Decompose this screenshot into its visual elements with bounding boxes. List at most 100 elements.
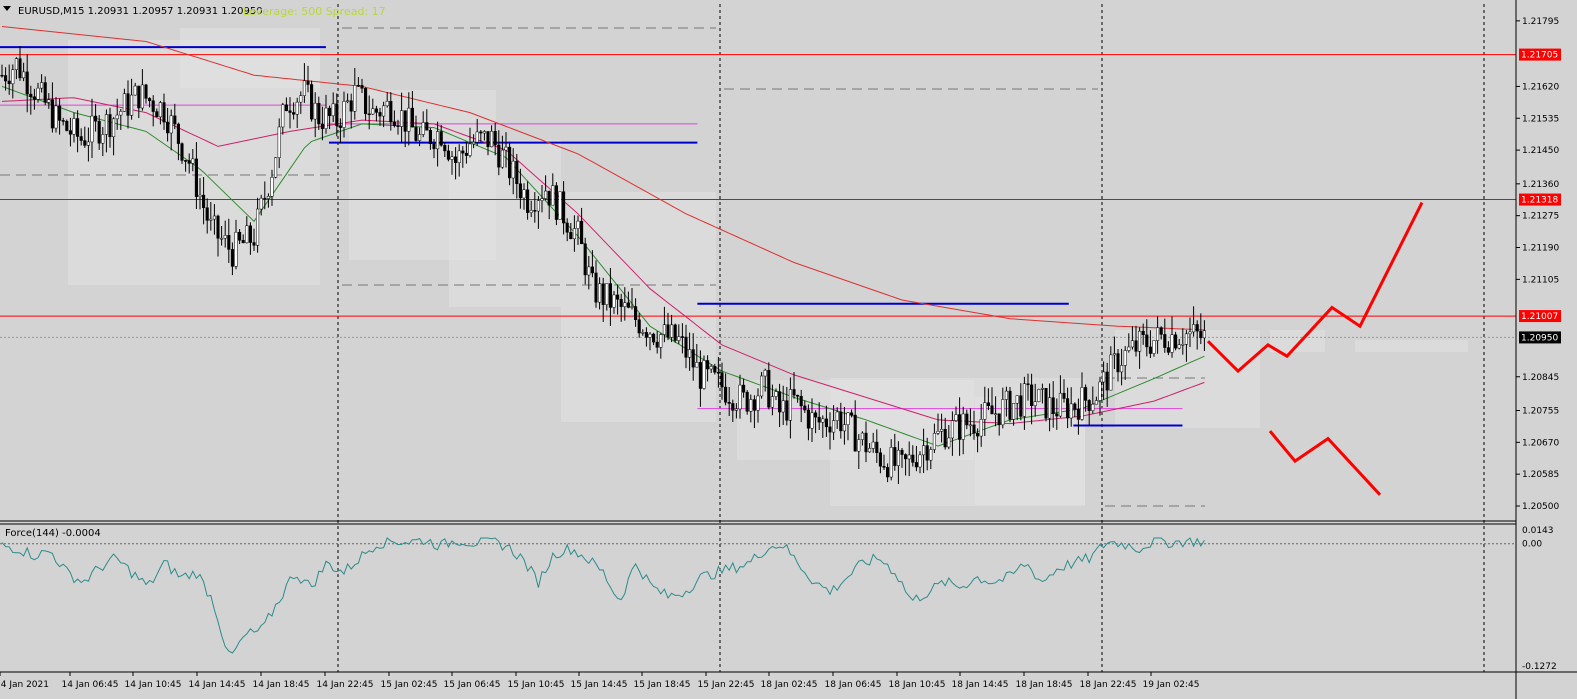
candle-body	[176, 123, 180, 144]
candle-body	[54, 105, 58, 129]
candle-body	[68, 130, 72, 135]
candle-body	[364, 88, 368, 115]
candle-body	[58, 105, 62, 121]
candle-body	[457, 150, 461, 163]
candle-body	[1037, 389, 1041, 402]
candle-body	[454, 156, 458, 163]
candle-body	[691, 349, 695, 368]
candle-body	[1069, 403, 1073, 419]
forecast-paths	[1206, 201, 1424, 496]
candle-body	[234, 231, 238, 267]
candle-body	[140, 84, 144, 109]
candle-body	[356, 85, 360, 87]
candle-body	[961, 413, 965, 440]
candle-body	[594, 272, 598, 303]
candle-body	[738, 384, 742, 410]
candle-body	[436, 131, 440, 150]
candle-body	[846, 412, 850, 425]
range-box	[449, 140, 561, 307]
candle-body	[1141, 330, 1145, 336]
candle-body	[353, 85, 357, 112]
candle-body	[641, 332, 645, 334]
candle-body	[1123, 350, 1127, 366]
candle-body	[392, 121, 396, 126]
price-tick-label: 1.20585	[1522, 470, 1559, 480]
candle-body	[11, 69, 15, 85]
candle-body	[36, 87, 40, 100]
candle-body	[1033, 401, 1037, 406]
candle-body	[767, 369, 771, 408]
candle-body	[292, 112, 296, 115]
time-tick-label: 14 Jan 18:45	[253, 680, 310, 690]
price-tag-label: 1.21318	[1521, 196, 1558, 206]
candle-body	[18, 58, 22, 79]
candle-body	[1015, 395, 1019, 404]
candle-body	[1062, 392, 1066, 399]
candle-body	[583, 243, 587, 276]
price-tag	[1519, 48, 1561, 61]
candle-body	[1188, 331, 1192, 335]
candle-body	[256, 208, 260, 246]
candle-body	[432, 143, 436, 150]
candle-body	[526, 189, 530, 213]
candle-body	[972, 424, 976, 434]
candle-body	[295, 101, 299, 115]
candle-body	[940, 429, 944, 432]
chart-menu-triangle-icon[interactable]	[3, 6, 11, 11]
candle-body	[360, 85, 364, 89]
candle-body	[932, 433, 936, 450]
candle-body	[803, 405, 807, 411]
candle-body	[490, 131, 494, 148]
candle-body	[626, 302, 630, 308]
candle-body	[389, 100, 393, 123]
candle-body	[1181, 343, 1185, 346]
candle-body	[745, 391, 749, 412]
force-indicator: 0.0143 0.00 -0.1272	[0, 526, 1557, 672]
candle-body	[950, 420, 954, 439]
candle-body	[270, 176, 274, 197]
price-tag-label: 1.21007	[1521, 312, 1558, 322]
price-tick-label: 1.21190	[1522, 244, 1559, 254]
range-box	[1270, 330, 1325, 352]
candle-body	[911, 454, 915, 463]
candle-body	[778, 391, 782, 413]
candle-body	[1044, 388, 1048, 419]
candle-body	[248, 225, 252, 243]
candle-body	[486, 131, 490, 148]
candle-body	[137, 85, 141, 109]
leverage-info: Leverage: 500 Spread: 17	[243, 5, 386, 18]
candle-body	[868, 448, 872, 453]
candle-body	[112, 118, 116, 138]
candle-body	[50, 99, 54, 129]
candle-body	[317, 102, 321, 125]
candle-body	[936, 430, 940, 434]
range-box	[180, 28, 320, 88]
candle-body	[205, 207, 209, 221]
time-tick-label: 14 Jan 10:45	[125, 680, 182, 690]
candle-body	[536, 200, 540, 212]
candle-body	[554, 185, 558, 220]
candle-body	[644, 332, 648, 338]
candle-body	[1030, 384, 1034, 406]
candle-body	[40, 82, 44, 89]
candle-body	[565, 222, 569, 233]
candle-body	[1055, 413, 1059, 417]
candle-body	[742, 384, 746, 393]
candle-body	[158, 102, 162, 118]
candle-body	[551, 185, 555, 206]
candle-body	[508, 146, 512, 179]
candle-body	[925, 445, 929, 461]
candle-body	[810, 412, 814, 429]
candle-body	[1138, 330, 1142, 352]
price-tick-label: 1.21275	[1522, 212, 1559, 222]
candle-body	[752, 399, 756, 411]
candle-body	[1148, 346, 1152, 354]
candle-body	[918, 454, 922, 468]
time-tick-label: 18 Jan 14:45	[952, 680, 1009, 690]
candle-body	[1174, 334, 1178, 349]
candle-body	[378, 112, 382, 117]
candle-body	[155, 111, 159, 118]
candle-body	[1012, 403, 1016, 420]
